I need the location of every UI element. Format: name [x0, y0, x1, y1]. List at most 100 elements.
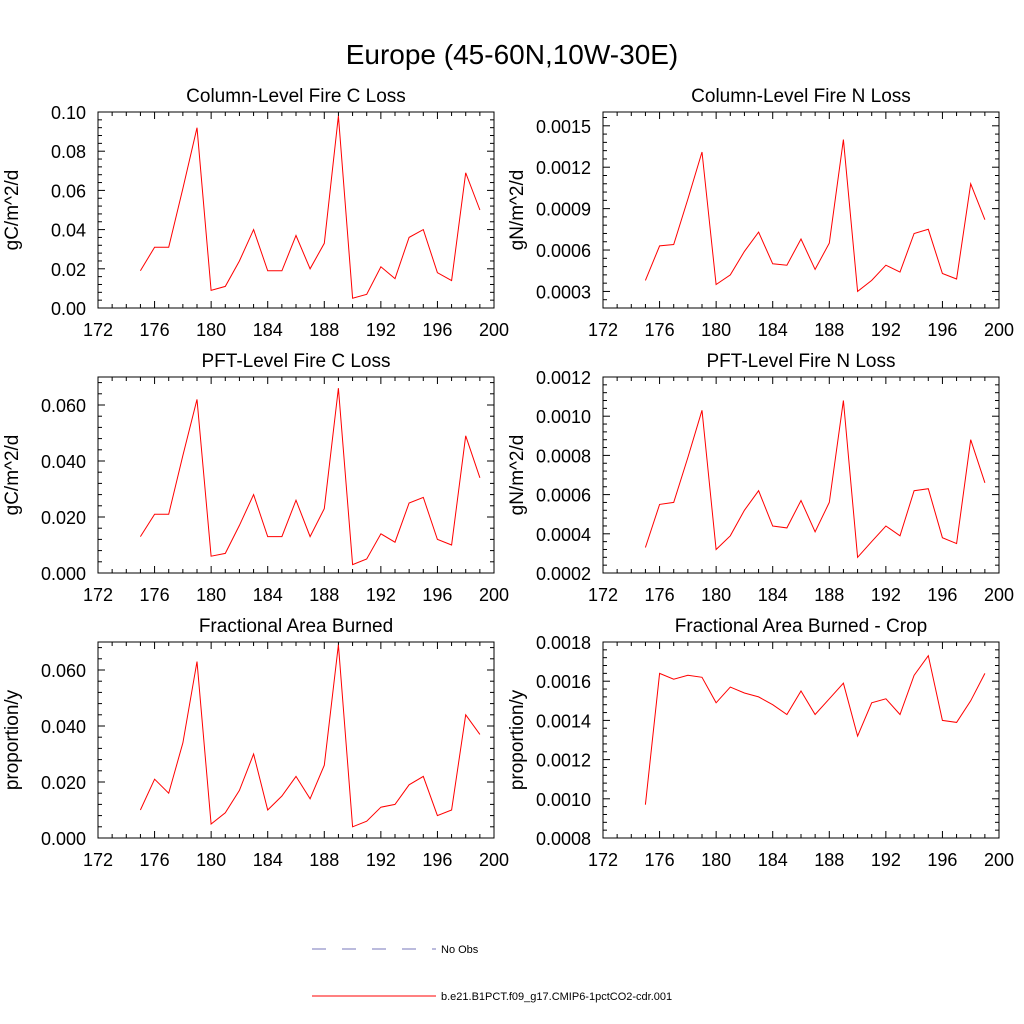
x-tick-label: 172 [83, 585, 113, 605]
legend-label: b.e21.B1PCT.f09_g17.CMIP6-1pctCO2-cdr.00… [441, 991, 672, 1003]
y-axis-label: gN/m^2/d [507, 170, 528, 251]
x-tick-label: 196 [422, 320, 452, 340]
series-line [644, 654, 986, 805]
y-tick-label: 0.020 [41, 773, 86, 793]
y-tick-label: 0.0014 [536, 711, 591, 731]
panels: Column-Level Fire C Loss gC/m^2/d 172 176 18… [2, 86, 1014, 870]
x-tick-label: 172 [588, 850, 618, 870]
y-tick-label: 0.060 [41, 661, 86, 681]
x-tick-label: 192 [366, 585, 396, 605]
chart-panel: Column-Level Fire C Loss gC/m^2/d 172 176 18… [2, 86, 509, 340]
x-tick-label: 196 [927, 585, 957, 605]
y-tick-label: 0.00 [51, 299, 86, 319]
plot-frame [602, 641, 1000, 839]
x-tick-label: 176 [645, 320, 675, 340]
plot-frame [97, 376, 495, 574]
x-tick-label: 184 [758, 850, 788, 870]
series-line [139, 115, 481, 299]
y-tick-label: 0.0008 [536, 446, 591, 466]
x-tick-label: 188 [814, 850, 844, 870]
x-tick-label: 192 [366, 850, 396, 870]
y-tick-label: 0.0010 [536, 790, 591, 810]
y-tick-label: 0.0008 [536, 829, 591, 849]
y-axis-label: proportion/y [507, 689, 528, 790]
x-tick-label: 200 [984, 585, 1014, 605]
y-axis-label: gC/m^2/d [2, 435, 23, 516]
x-tick-label: 176 [140, 320, 170, 340]
y-tick-label: 0.0010 [536, 407, 591, 427]
x-tick-label: 172 [588, 585, 618, 605]
panel-title: PFT-Level Fire C Loss [202, 351, 391, 372]
legend: No Obs b.e21.B1PCT.f09_g17.CMIP6-1pctCO2-… [312, 944, 672, 1003]
chart-panel: Fractional Area Burned - Crop proportion/… [507, 616, 1014, 870]
x-tick-label: 196 [422, 585, 452, 605]
x-tick-label: 192 [366, 320, 396, 340]
y-tick-label: 0.06 [51, 181, 86, 201]
chart-panel: Column-Level Fire N Loss gN/m^2/d 172 176 18… [507, 86, 1014, 340]
x-tick-label: 200 [479, 850, 509, 870]
plot-frame [602, 376, 1000, 574]
y-tick-label: 0.0015 [536, 117, 591, 137]
x-tick-label: 200 [479, 585, 509, 605]
y-tick-label: 0.000 [41, 564, 86, 584]
y-tick-label: 0.04 [51, 221, 86, 241]
panel-title: Fractional Area Burned - Crop [675, 616, 927, 637]
x-tick-label: 188 [309, 585, 339, 605]
x-tick-label: 180 [701, 850, 731, 870]
y-tick-label: 0.0012 [536, 368, 591, 388]
panel-title: PFT-Level Fire N Loss [707, 351, 896, 372]
y-tick-label: 0.0006 [536, 241, 591, 261]
x-tick-label: 188 [309, 850, 339, 870]
y-tick-label: 0.040 [41, 452, 86, 472]
x-tick-label: 196 [927, 850, 957, 870]
y-tick-label: 0.0009 [536, 200, 591, 220]
y-tick-label: 0.0016 [536, 672, 591, 692]
x-tick-label: 176 [140, 850, 170, 870]
plot-frame [602, 111, 1000, 309]
y-tick-label: 0.060 [41, 396, 86, 416]
x-tick-label: 184 [253, 320, 283, 340]
series-line [644, 400, 986, 559]
y-tick-label: 0.0012 [536, 751, 591, 771]
x-tick-label: 200 [984, 850, 1014, 870]
x-tick-label: 188 [309, 320, 339, 340]
y-tick-label: 0.000 [41, 829, 86, 849]
y-axis-label: proportion/y [2, 689, 23, 790]
chart-panel: Fractional Area Burned proportion/y 172 176… [2, 616, 509, 870]
x-tick-label: 200 [479, 320, 509, 340]
y-tick-label: 0.08 [51, 142, 86, 162]
panel-title: Column-Level Fire N Loss [691, 86, 911, 107]
y-tick-label: 0.0006 [536, 486, 591, 506]
x-tick-label: 200 [984, 320, 1014, 340]
x-tick-label: 176 [140, 585, 170, 605]
x-tick-label: 172 [83, 850, 113, 870]
y-tick-label: 0.0018 [536, 633, 591, 653]
x-tick-label: 180 [196, 320, 226, 340]
y-tick-label: 0.02 [51, 260, 86, 280]
x-tick-label: 180 [701, 585, 731, 605]
x-tick-label: 192 [871, 850, 901, 870]
y-tick-label: 0.0003 [536, 282, 591, 302]
y-axis-label: gN/m^2/d [507, 435, 528, 516]
x-tick-label: 180 [701, 320, 731, 340]
x-tick-label: 188 [814, 320, 844, 340]
x-tick-label: 192 [871, 320, 901, 340]
panel-title: Fractional Area Burned [199, 616, 393, 637]
x-tick-label: 196 [927, 320, 957, 340]
y-tick-label: 0.020 [41, 508, 86, 528]
x-tick-label: 184 [758, 585, 788, 605]
x-tick-label: 192 [871, 585, 901, 605]
y-tick-label: 0.040 [41, 717, 86, 737]
series-line [644, 139, 986, 293]
x-tick-label: 188 [814, 585, 844, 605]
y-tick-label: 0.0012 [536, 158, 591, 178]
plot-frame [97, 111, 495, 309]
chart-panel: PFT-Level Fire C Loss gC/m^2/d 172 176 180 18… [2, 351, 509, 605]
x-tick-label: 172 [83, 320, 113, 340]
x-tick-label: 180 [196, 850, 226, 870]
x-tick-label: 176 [645, 850, 675, 870]
x-tick-label: 184 [253, 585, 283, 605]
x-tick-label: 180 [196, 585, 226, 605]
y-tick-label: 0.10 [51, 103, 86, 123]
